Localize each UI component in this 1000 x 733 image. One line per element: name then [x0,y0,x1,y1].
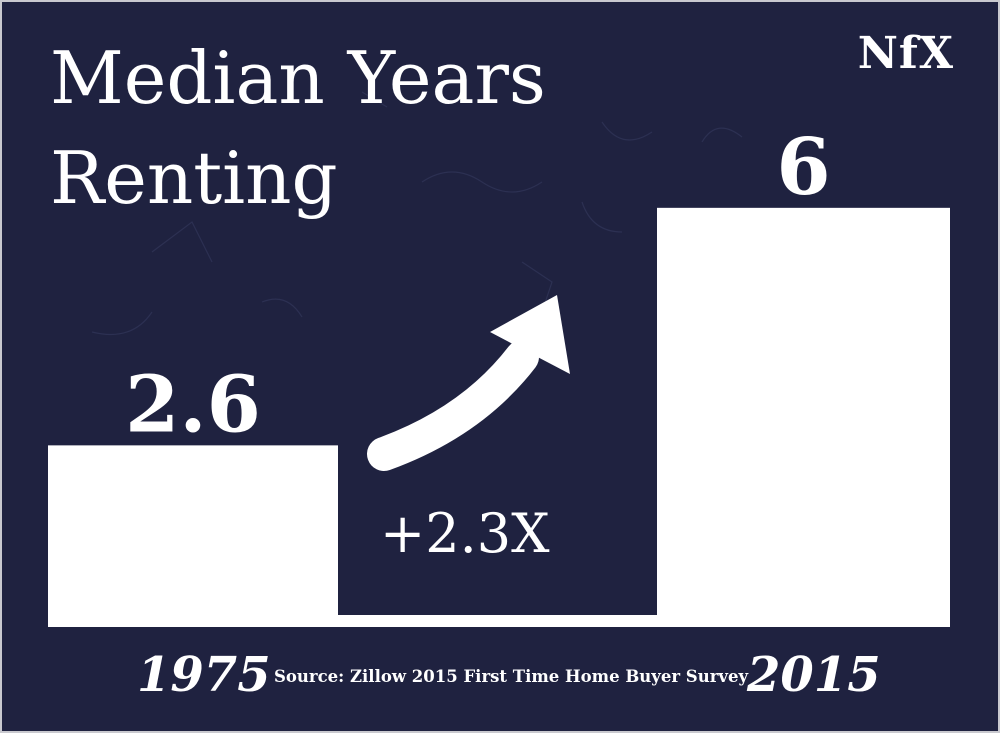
x-tick-label-1975: 1975 [137,647,271,703]
data-label-2015: 6 [776,122,830,213]
nfx-logo: NfX [857,28,954,79]
page-title-line-2: Renting [50,136,338,220]
data-label-1975: 2.6 [125,359,261,450]
bar-1975 [48,445,338,627]
source-note: Source: Zillow 2015 First Time Home Buye… [274,667,749,686]
page-title-line-1: Median Years [50,36,546,120]
growth-arrow-icon [367,295,570,471]
bar-2015 [657,207,950,628]
growth-label: +2.3X [380,502,550,565]
x-tick-label-2015: 2015 [747,647,881,703]
